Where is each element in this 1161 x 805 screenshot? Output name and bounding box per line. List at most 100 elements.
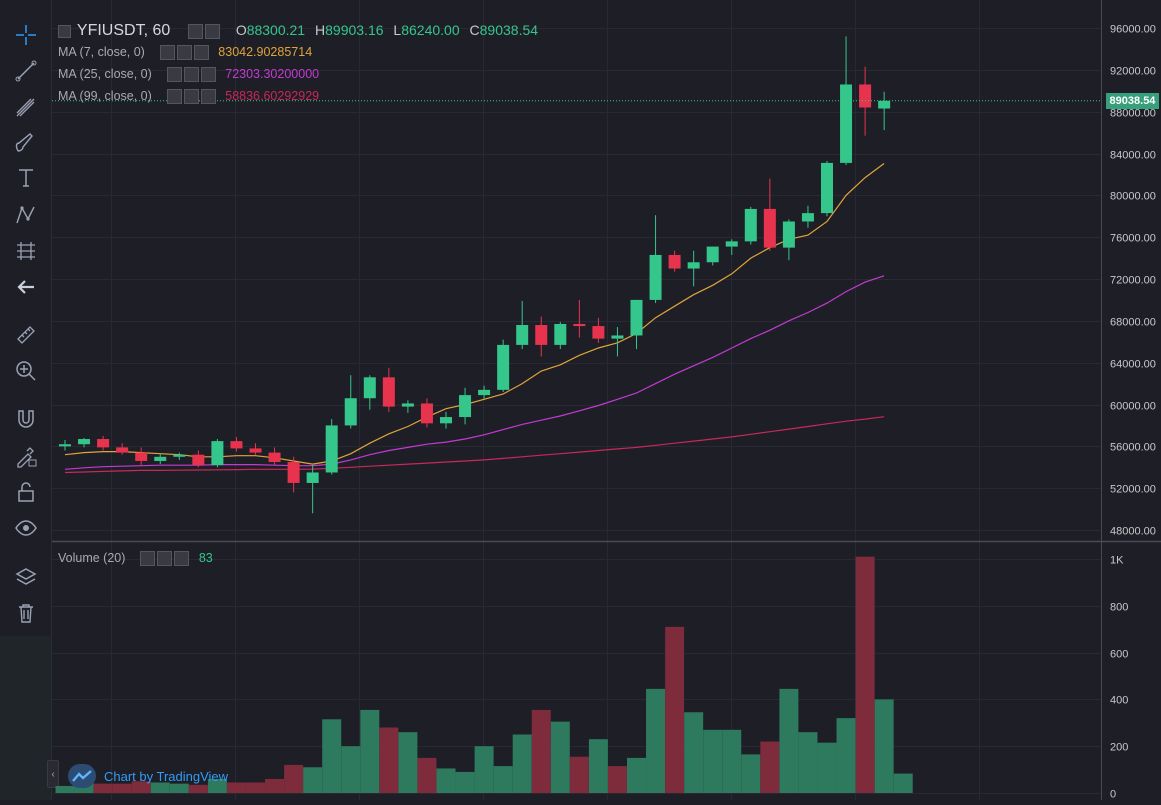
ma99-close-icon[interactable]: [200, 89, 216, 105]
ma25-settings-icon[interactable]: [183, 67, 199, 83]
candle-body: [401, 403, 414, 407]
eye-icon[interactable]: [188, 23, 204, 39]
volume-bar: [493, 766, 513, 793]
volume-bar: [665, 626, 685, 793]
pattern-icon[interactable]: [9, 200, 43, 230]
volume-close-icon[interactable]: [174, 551, 190, 567]
volume-bar: [798, 732, 818, 793]
volume-bar: [436, 768, 456, 793]
layers-icon[interactable]: [9, 563, 43, 593]
volume-bar: [417, 757, 437, 793]
volume-bar: [303, 767, 323, 793]
price-tick-label: 92000.00: [1110, 66, 1156, 78]
ruler-icon[interactable]: [9, 320, 43, 350]
volume-tick-label: 600: [1110, 649, 1128, 661]
price-tick-label: 52000.00: [1110, 484, 1156, 496]
candle-body: [630, 299, 643, 336]
ma25-value: 72303.30200000: [225, 67, 320, 81]
volume-bar: [874, 699, 894, 793]
settings-icon[interactable]: [205, 23, 221, 39]
volume-bar: [627, 757, 646, 793]
prediction-icon[interactable]: [9, 236, 43, 266]
ma7-eye-icon[interactable]: [159, 45, 175, 61]
volume-bar: [246, 782, 265, 793]
volume-eye-icon[interactable]: [140, 551, 156, 567]
lock-drawing-icon[interactable]: [9, 441, 43, 471]
tradingview-logo-icon: [68, 764, 96, 788]
pitchfork-icon[interactable]: [9, 93, 43, 123]
candle-body: [744, 208, 757, 242]
ma25-close-icon[interactable]: [200, 67, 216, 83]
magnet-icon[interactable]: [9, 404, 43, 434]
candle-body: [801, 213, 814, 222]
collapse-legend-icon[interactable]: [58, 24, 71, 38]
volume-bar: [131, 781, 151, 793]
trend-line-icon[interactable]: [9, 56, 43, 86]
drawing-toolbar: [0, 0, 52, 800]
ma7-value: 83042.90285714: [218, 45, 313, 59]
brush-icon[interactable]: [9, 128, 43, 158]
arrow-left-icon[interactable]: [9, 272, 43, 302]
candle-body: [859, 84, 872, 108]
volume-bar: [741, 754, 761, 793]
candle-body: [268, 452, 281, 463]
candle-body: [516, 325, 529, 345]
text-icon[interactable]: [9, 163, 43, 193]
candle-body: [78, 439, 91, 445]
candle-body: [325, 425, 338, 473]
ma99-eye-icon[interactable]: [166, 89, 182, 105]
price-tick-label: 88000.00: [1110, 108, 1156, 120]
volume-bar: [112, 783, 132, 793]
tradingview-watermark[interactable]: Chart by TradingView: [68, 764, 228, 788]
symbol-legend: YFIUSDT, 60 O88300.21 H89903.16 L86240.0…: [58, 22, 538, 40]
volume-bar: [779, 688, 799, 793]
volume-value: 83: [198, 551, 213, 565]
ma99-value: 58836.60292929: [225, 89, 320, 103]
volume-bar: [169, 783, 189, 793]
volume-bar: [722, 729, 742, 793]
open-value: 88300.21: [246, 22, 306, 38]
ma7-legend: MA (7, close, 0) 83042.90285714: [58, 45, 313, 61]
ma25-eye-icon[interactable]: [166, 67, 182, 83]
price-tick-label: 64000.00: [1110, 359, 1156, 371]
volume-bar: [455, 771, 475, 793]
candle-body: [821, 162, 833, 214]
candle-body: [154, 456, 167, 461]
eye-icon[interactable]: [9, 513, 43, 543]
candle-body: [668, 254, 681, 269]
candle-body: [763, 208, 776, 248]
volume-bar: [379, 727, 399, 793]
candle-body: [420, 403, 433, 424]
ma7-close-icon[interactable]: [193, 45, 209, 61]
candle-body: [840, 84, 853, 163]
price-tick-label: 72000.00: [1110, 275, 1156, 287]
high-label: H: [315, 22, 326, 38]
volume-bar: [322, 719, 342, 793]
volume-bar: [398, 732, 418, 793]
ma25-label: MA (25, close, 0): [58, 67, 152, 81]
ma99-line: [64, 416, 885, 474]
unlock-icon[interactable]: [9, 477, 43, 507]
ma7-settings-icon[interactable]: [176, 45, 192, 61]
low-value: 86240.00: [401, 22, 460, 38]
trash-icon[interactable]: [9, 598, 43, 628]
ma99-settings-icon[interactable]: [183, 89, 199, 105]
candle-body: [878, 100, 891, 109]
volume-label: Volume (20): [58, 551, 126, 565]
candle-body: [611, 335, 624, 339]
candle-body: [535, 325, 548, 345]
volume-tick-label: 800: [1110, 602, 1128, 614]
crosshair-icon[interactable]: [9, 20, 43, 50]
chart-area[interactable]: 96000.00 92000.00 88000.00 84000.00 80000.00…: [52, 0, 1161, 801]
volume-settings-icon[interactable]: [157, 551, 173, 567]
volume-bar: [855, 556, 875, 793]
volume-bar: [646, 688, 666, 793]
low-label: L: [393, 22, 402, 38]
volume-bar: [760, 741, 780, 793]
volume-bar: [265, 778, 285, 793]
price-tick-label: 68000.00: [1110, 317, 1156, 329]
collapse-toolbar-button[interactable]: ‹: [47, 760, 59, 788]
chart-canvas[interactable]: 96000.00 92000.00 88000.00 84000.00 80000.00…: [52, 0, 1161, 801]
candle-body: [478, 389, 491, 396]
zoom-in-icon[interactable]: [9, 356, 43, 386]
